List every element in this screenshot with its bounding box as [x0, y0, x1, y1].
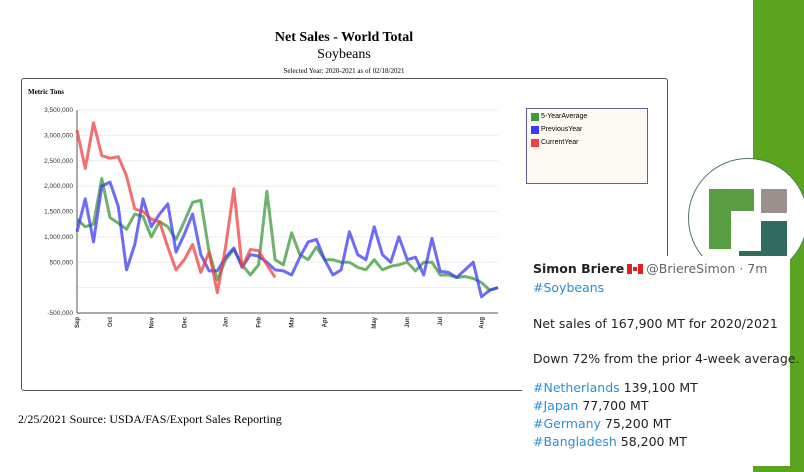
country-hashtag[interactable]: #Japan — [533, 398, 579, 413]
country-sales-line: #Germany 75,200 MT — [533, 416, 671, 431]
legend-item: PreviousYear — [531, 124, 647, 135]
legend-label: 5-YearAverage — [541, 113, 588, 120]
x-tick-label: Nov — [149, 316, 155, 328]
legend-label: CurrentYear — [541, 139, 579, 146]
x-tick-label: Oct — [108, 317, 114, 327]
country-value: 58,200 MT — [620, 434, 687, 449]
y-tick-label: 3,000,000 — [44, 132, 73, 139]
tweet-time: · 7m — [739, 261, 768, 276]
hashtag-soybeans[interactable]: #Soybeans — [533, 280, 605, 295]
tweet-author-name[interactable]: Simon Briere — [533, 261, 625, 276]
tweet-line-change: Down 72% from the prior 4-week average. — [533, 351, 800, 366]
legend-item: CurrentYear — [531, 137, 647, 148]
legend-label: PreviousYear — [541, 126, 583, 133]
country-hashtag[interactable]: #Bangladesh — [533, 434, 617, 449]
x-tick-label: Jan — [224, 317, 230, 328]
country-value: 77,700 MT — [582, 398, 649, 413]
legend: 5-YearAverage PreviousYear CurrentYear — [526, 108, 648, 184]
country-hashtag[interactable]: #Netherlands — [533, 380, 620, 395]
legend-swatch — [531, 138, 539, 147]
tweet-header: Simon Briere @BriereSimon · 7m — [533, 261, 767, 276]
x-tick-label: May — [372, 316, 378, 328]
series-line-previousyear — [75, 180, 499, 299]
country-sales-line: #Netherlands 139,100 MT — [533, 380, 698, 395]
chart-subtitle: Soybeans — [317, 47, 371, 62]
y-tick-label: 1,500,000 — [44, 209, 73, 216]
country-sales-line: #Japan 77,700 MT — [533, 398, 648, 413]
line-chart: Metric Tons 3,500,000 3,000,000 2,500,000 2… — [28, 88, 499, 329]
tweet-handle[interactable]: @BriereSimon — [646, 261, 736, 276]
canada-flag-icon — [627, 264, 644, 274]
country-value: 139,100 MT — [623, 380, 698, 395]
x-tick-label: Feb — [257, 317, 263, 328]
y-tick-label: 3,500,000 — [44, 107, 73, 114]
x-tick-label: Apr — [323, 316, 329, 327]
x-tick-label: Aug — [479, 317, 485, 329]
x-tick-label: Dec — [182, 316, 188, 328]
y-axis-label: Metric Tons — [28, 88, 64, 96]
country-sales-line: #Bangladesh 58,200 MT — [533, 434, 687, 449]
y-tick-label: 500,000 — [50, 259, 74, 266]
source-footer: 2/25/2021 Source: USDA/FAS/Export Sales … — [18, 412, 282, 426]
x-tick-label: Mar — [290, 316, 296, 327]
y-tick-label: 2,500,000 — [44, 158, 73, 165]
y-tick-label: 2,000,000 — [44, 183, 73, 190]
tweet-card: Simon Briere @BriereSimon · 7m #Soybeans … — [522, 256, 799, 466]
series-line-currentyear — [75, 121, 277, 295]
chart-note: Selected Year: 2020-2021 as of 02/18/202… — [283, 67, 405, 75]
x-tick-label: Sep — [75, 317, 81, 328]
legend-swatch — [531, 125, 539, 134]
x-tick-label: Jul — [438, 317, 444, 326]
chart-panel: Metric Tons 3,500,000 3,000,000 2,500,000 2… — [21, 78, 668, 391]
legend-item: 5-YearAverage — [531, 111, 647, 122]
tweet-line-sales: Net sales of 167,900 MT for 2020/2021 — [533, 316, 778, 331]
y-tick-label: -500,000 — [47, 310, 73, 317]
chart-title: Net Sales - World Total — [274, 30, 414, 45]
x-tick-label: Jun — [405, 317, 411, 328]
country-hashtag[interactable]: #Germany — [533, 416, 601, 431]
legend-swatch — [531, 112, 539, 121]
y-tick-label: 1,000,000 — [44, 234, 73, 241]
country-value: 75,200 MT — [604, 416, 672, 431]
